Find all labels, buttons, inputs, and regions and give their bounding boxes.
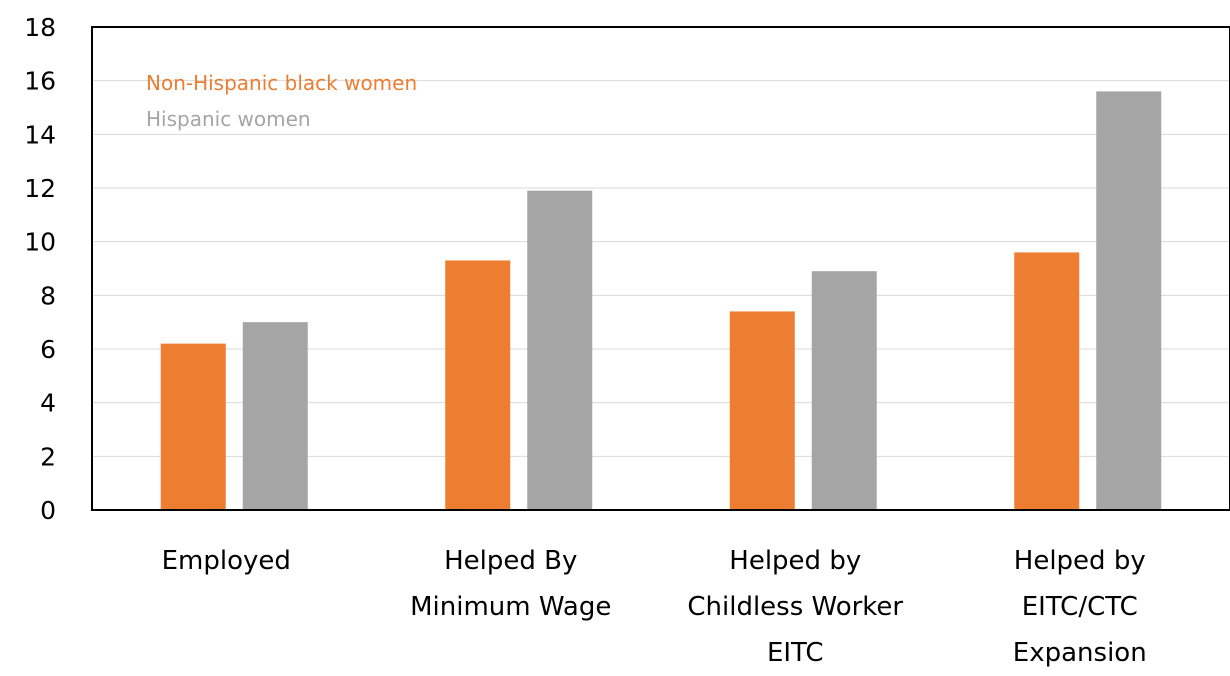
y-tick-label: 8 — [40, 281, 56, 310]
y-tick-label: 10 — [24, 228, 56, 257]
bar-series-0-cat-2 — [729, 311, 795, 510]
bar-series-0-cat-1 — [445, 260, 511, 510]
y-tick-label: 0 — [40, 496, 56, 525]
plot-frame — [91, 26, 1230, 511]
x-category-label: Minimum Wage — [410, 592, 611, 622]
bars — [160, 91, 1162, 511]
y-tick-label: 12 — [24, 174, 56, 203]
x-category-label: EITC/CTC — [1022, 592, 1138, 622]
y-tick-label: 14 — [24, 120, 56, 149]
bar-series-1-cat-1 — [527, 190, 593, 510]
y-tick-label: 4 — [40, 389, 56, 418]
bar-series-1-cat-2 — [811, 271, 877, 510]
y-axis-tick-labels: 0 2 4 6 8 10 12 14 16 18 — [24, 13, 56, 525]
legend-label-hispanic-women: Hispanic women — [146, 107, 311, 131]
y-tick-label: 18 — [24, 13, 56, 42]
x-category-label: Childless Worker — [687, 592, 903, 622]
x-category-label: Helped by — [729, 546, 861, 576]
y-tick-label: 16 — [24, 67, 56, 96]
legend: Non-Hispanic black women Hispanic women — [146, 71, 417, 131]
bar-series-0-cat-3 — [1014, 252, 1080, 510]
bar-series-1-cat-3 — [1096, 91, 1162, 511]
x-category-label: Expansion — [1013, 638, 1147, 668]
category-labels: Employed Helped By Minimum Wage Helped by Ch… — [162, 546, 1147, 668]
y-tick-label: 2 — [40, 442, 56, 471]
x-category-label: Employed — [162, 546, 291, 576]
y-tick-label: 6 — [40, 335, 56, 364]
x-category-label: EITC — [767, 638, 824, 668]
legend-label-black-women: Non-Hispanic black women — [146, 71, 417, 95]
bar-series-1-cat-0 — [242, 322, 308, 510]
x-category-label: Helped By — [444, 546, 577, 576]
x-category-label: Helped by — [1014, 546, 1146, 576]
bar-series-0-cat-0 — [160, 343, 226, 510]
